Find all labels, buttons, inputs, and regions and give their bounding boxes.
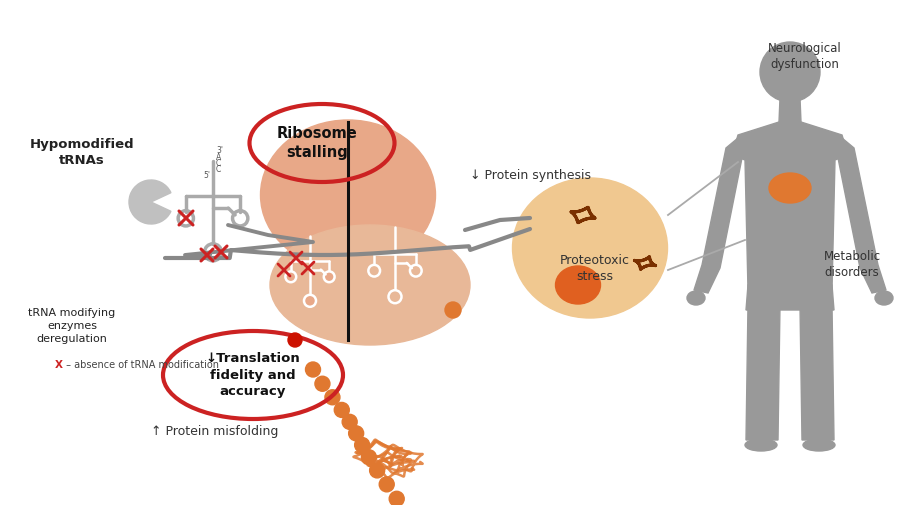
Ellipse shape: [556, 266, 601, 304]
Polygon shape: [800, 305, 834, 440]
Text: 5': 5': [203, 171, 210, 180]
Circle shape: [335, 402, 349, 418]
Circle shape: [325, 390, 340, 405]
Polygon shape: [732, 122, 848, 290]
Text: tRNA modifying
enzymes
deregulation: tRNA modifying enzymes deregulation: [28, 308, 115, 344]
Text: ↓ Protein synthesis: ↓ Protein synthesis: [470, 169, 591, 181]
Circle shape: [288, 333, 302, 347]
Text: Hypomodified
tRNAs: Hypomodified tRNAs: [30, 138, 134, 167]
Polygon shape: [779, 98, 801, 122]
Circle shape: [285, 271, 296, 282]
Text: Metabolic
disorders: Metabolic disorders: [824, 250, 880, 279]
Circle shape: [342, 414, 357, 429]
Circle shape: [410, 265, 421, 277]
Text: X: X: [55, 360, 63, 370]
Polygon shape: [828, 138, 886, 293]
Ellipse shape: [875, 291, 893, 305]
Ellipse shape: [687, 291, 705, 305]
Circle shape: [306, 362, 320, 377]
Circle shape: [389, 491, 404, 505]
Text: C: C: [216, 159, 221, 168]
Text: Neurological
dysfunction: Neurological dysfunction: [769, 42, 842, 71]
Ellipse shape: [803, 439, 835, 451]
Ellipse shape: [512, 178, 667, 318]
Circle shape: [370, 463, 384, 478]
Circle shape: [368, 265, 380, 277]
Circle shape: [760, 42, 820, 102]
Circle shape: [362, 450, 376, 465]
Text: – absence of tRNA modification: – absence of tRNA modification: [63, 360, 219, 370]
Text: Proteotoxic
stress: Proteotoxic stress: [560, 254, 630, 282]
Text: A: A: [216, 153, 221, 162]
Circle shape: [354, 437, 370, 452]
Circle shape: [445, 302, 461, 318]
Ellipse shape: [270, 225, 470, 345]
Text: Ribosome
stalling: Ribosome stalling: [277, 126, 357, 160]
Text: ↓Translation
fidelity and
accuracy: ↓Translation fidelity and accuracy: [206, 352, 300, 397]
Circle shape: [324, 271, 335, 282]
Polygon shape: [746, 305, 780, 440]
Circle shape: [349, 426, 364, 441]
Polygon shape: [746, 285, 834, 310]
Wedge shape: [129, 180, 171, 224]
Circle shape: [315, 376, 330, 391]
Ellipse shape: [261, 120, 436, 270]
Text: 3': 3': [216, 146, 223, 155]
Circle shape: [389, 290, 401, 303]
Ellipse shape: [745, 439, 777, 451]
Text: ↑ Protein misfolding: ↑ Protein misfolding: [152, 426, 279, 438]
Circle shape: [304, 295, 316, 307]
Ellipse shape: [769, 173, 811, 203]
Text: C: C: [216, 165, 221, 174]
Circle shape: [379, 477, 394, 492]
Polygon shape: [694, 138, 752, 293]
